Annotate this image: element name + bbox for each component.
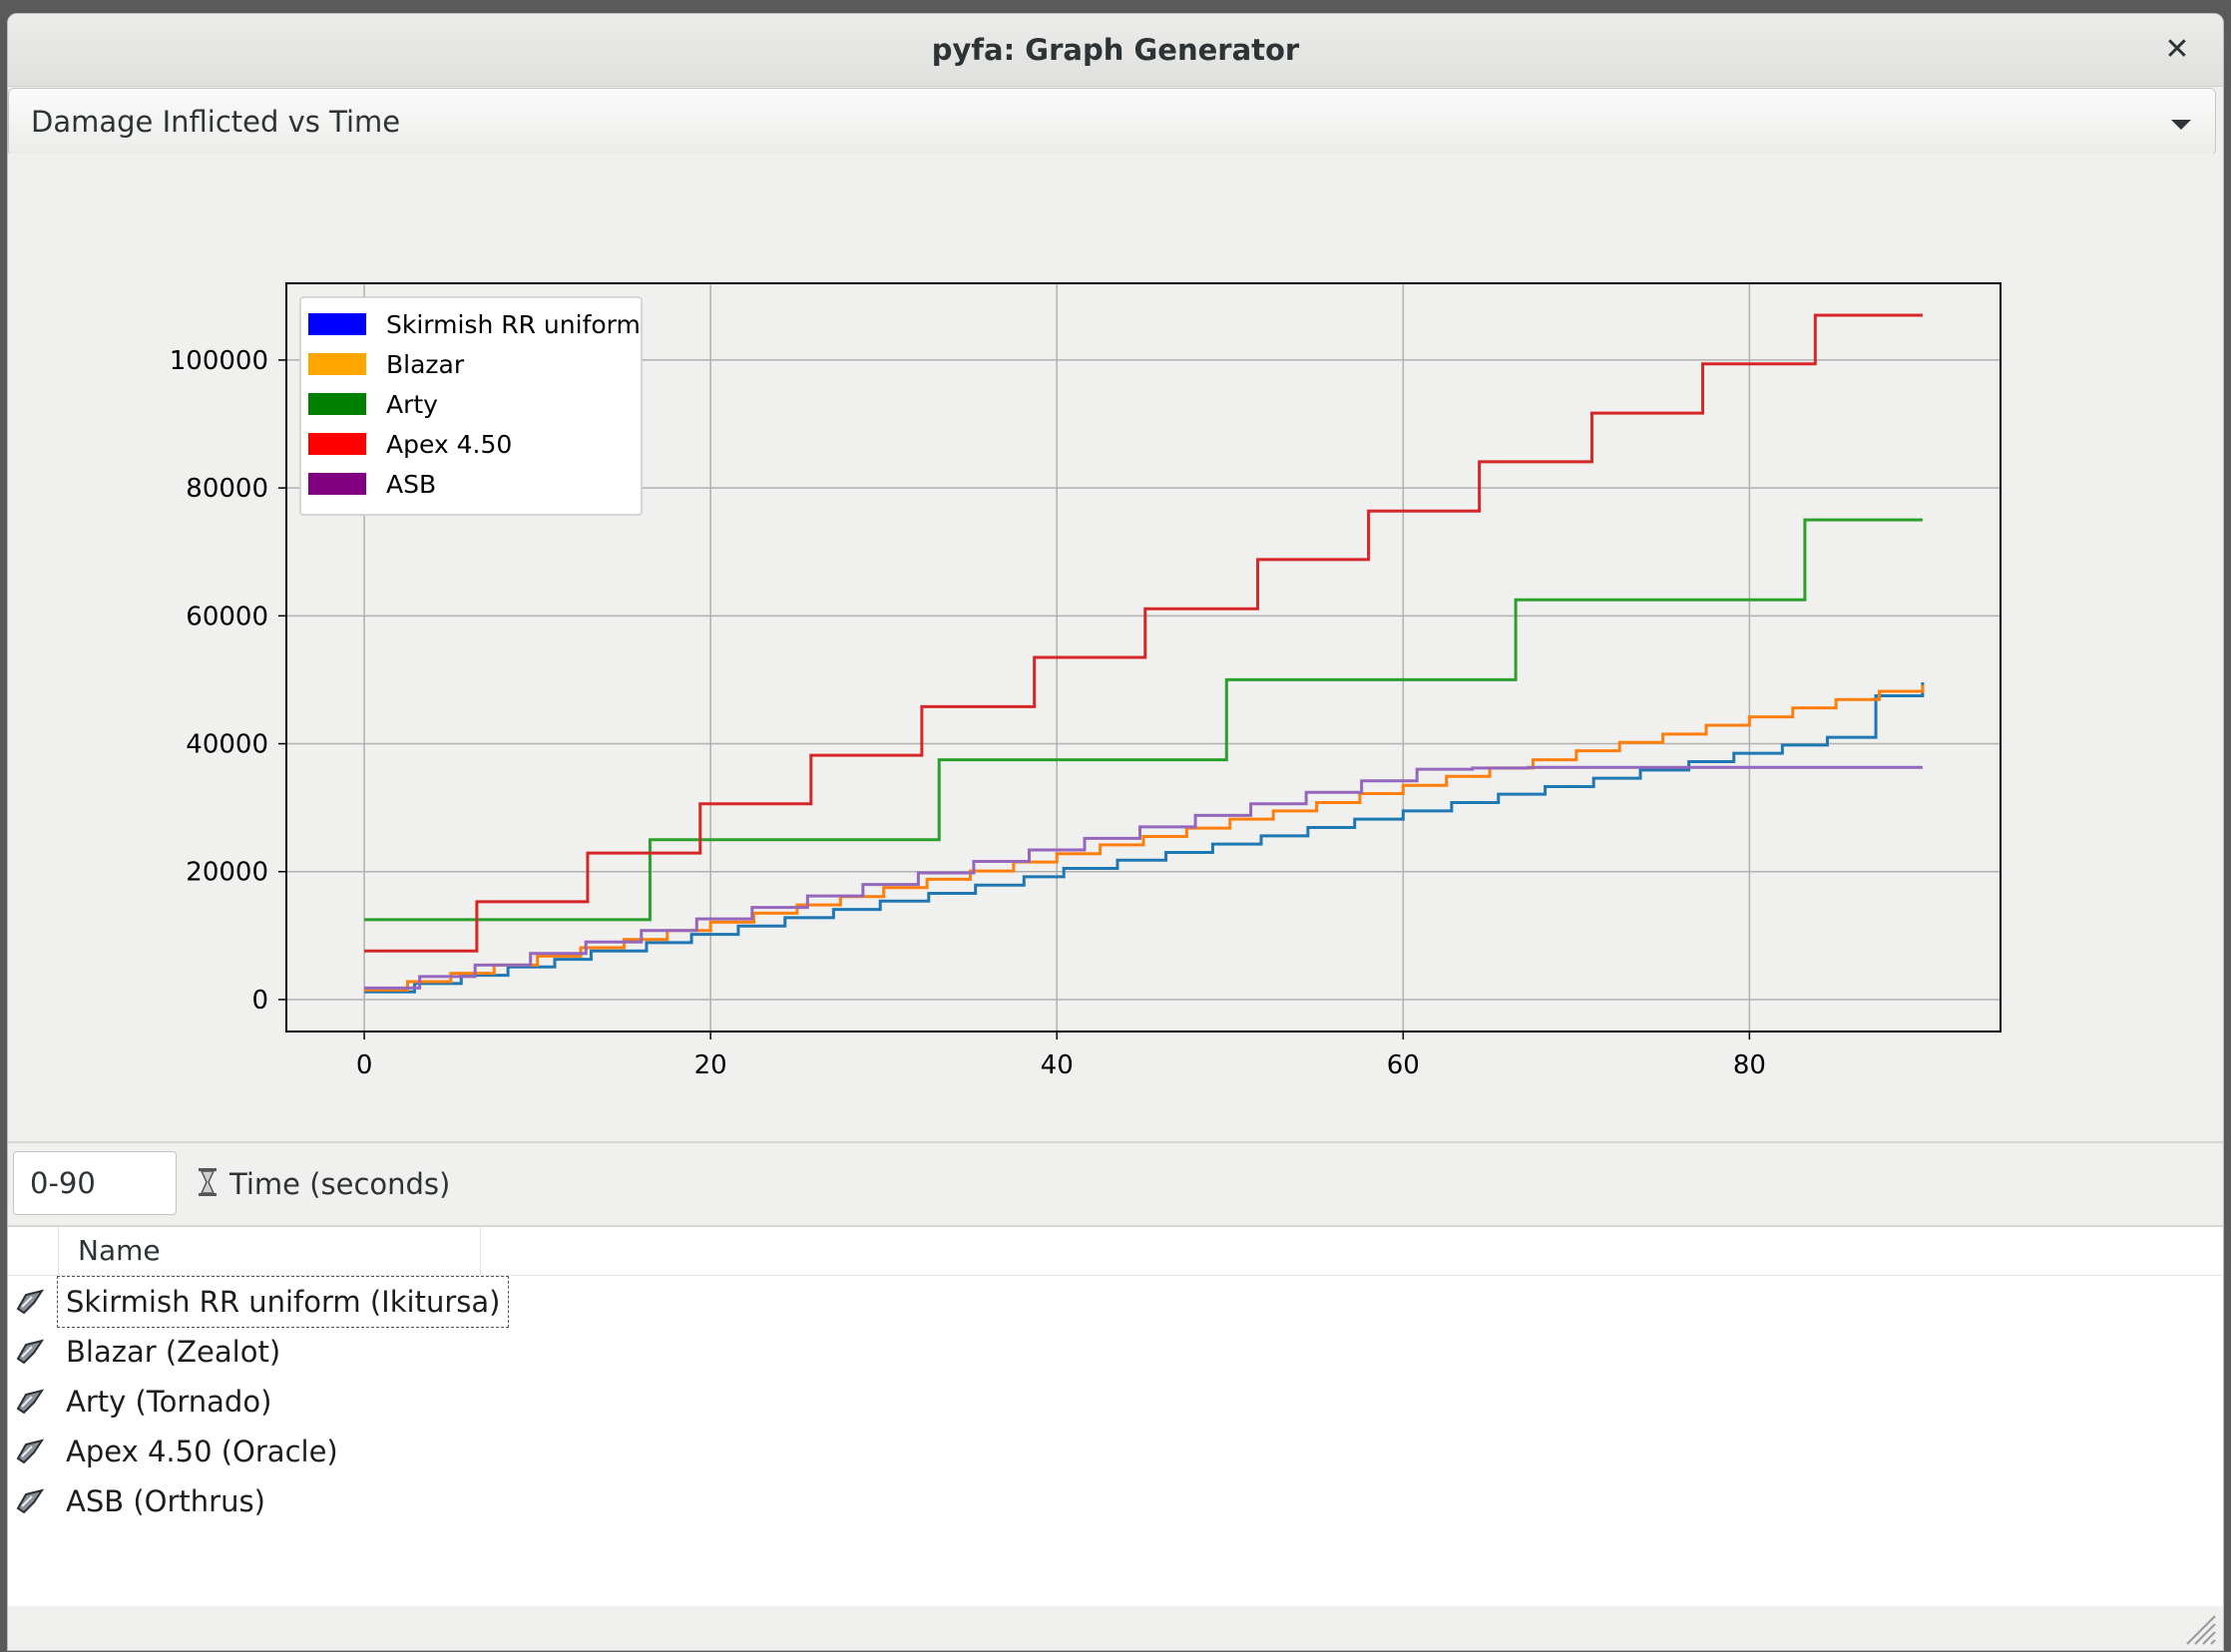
list-item-label: Arty (Tornado) <box>66 1385 272 1419</box>
header-name-column[interactable]: Name <box>58 1227 481 1275</box>
chart-ticks: 0 20 40 60 80 0 20000 40000 60000 80000 100000 <box>170 346 1766 1080</box>
resize-grip-icon[interactable] <box>2181 1610 2217 1646</box>
x-tick-label: 20 <box>694 1050 727 1080</box>
graph-generator-window: pyfa: Graph Generator ✕ Damage Inflicted… <box>7 13 2224 1651</box>
legend-label: Blazar <box>386 350 465 379</box>
chart-series <box>364 313 1925 994</box>
fit-list: Name Skirmish RR uniform (Ikitursa) Blaz… <box>8 1227 2223 1606</box>
legend-swatch <box>308 313 366 335</box>
ship-icon <box>16 1439 44 1464</box>
legend-label: Skirmish RR uniform <box>386 310 641 339</box>
damage-chart: 0 20 40 60 80 0 20000 40000 60000 80000 100000 Ski… <box>170 282 2002 1080</box>
legend-swatch <box>308 473 366 495</box>
x-tick-label: 80 <box>1733 1050 1766 1080</box>
series-line <box>364 684 1925 992</box>
series-line <box>364 682 1925 994</box>
list-item[interactable]: Arty (Tornado) <box>8 1377 2223 1427</box>
ship-icon <box>16 1389 44 1415</box>
list-item[interactable]: Blazar (Zealot) <box>8 1327 2223 1377</box>
separator <box>8 1141 2223 1143</box>
legend-swatch <box>308 433 366 455</box>
hourglass-icon <box>199 1168 217 1196</box>
separator <box>8 1225 2223 1227</box>
y-tick-label: 40000 <box>186 730 268 760</box>
series-line <box>364 313 1923 953</box>
list-header: Name <box>8 1227 2223 1276</box>
legend-swatch <box>308 393 366 415</box>
y-tick-label: 20000 <box>186 858 268 888</box>
time-range-input[interactable] <box>13 1151 177 1215</box>
list-item[interactable]: ASB (Orthrus) <box>8 1476 2223 1526</box>
legend-label: ASB <box>386 470 436 499</box>
x-tick-label: 0 <box>356 1050 373 1080</box>
list-item[interactable]: Skirmish RR uniform (Ikitursa) <box>8 1276 2223 1328</box>
legend-box <box>299 296 643 516</box>
list-item-label: Skirmish RR uniform (Ikitursa) <box>56 1276 510 1328</box>
range-controls: Time (seconds) <box>8 1143 2223 1225</box>
graph-type-selected: Damage Inflicted vs Time <box>31 105 401 139</box>
y-tick-label: 60000 <box>186 602 268 631</box>
header-icon-column[interactable] <box>8 1227 59 1275</box>
time-range-label: Time (seconds) <box>229 1167 451 1201</box>
column-header-name: Name <box>78 1234 161 1267</box>
close-icon[interactable]: ✕ <box>2164 32 2190 67</box>
ship-icon <box>16 1339 44 1365</box>
status-bar <box>8 1606 2223 1650</box>
x-tick-label: 60 <box>1387 1050 1420 1080</box>
legend-label: Arty <box>386 390 438 419</box>
chevron-down-icon <box>2171 120 2191 130</box>
title-bar[interactable]: pyfa: Graph Generator ✕ <box>8 14 2223 87</box>
list-item-label: Apex 4.50 (Oracle) <box>66 1435 338 1468</box>
chart-legend: Skirmish RR uniform Blazar Arty Apex 4.50 AS… <box>299 296 643 516</box>
graph-type-dropdown[interactable]: Damage Inflicted vs Time <box>8 88 2216 156</box>
plot-frame <box>285 282 2002 1032</box>
y-tick-label: 100000 <box>170 346 268 376</box>
legend-label: Apex 4.50 <box>386 430 512 459</box>
y-tick-label: 0 <box>251 986 268 1016</box>
plot-area: 0 20 40 60 80 0 20000 40000 60000 80000 100000 Ski… <box>8 154 2223 1141</box>
legend-swatch <box>308 353 366 375</box>
ship-icon <box>16 1488 44 1514</box>
x-tick-label: 40 <box>1041 1050 1074 1080</box>
list-item-label: ASB (Orthrus) <box>66 1484 265 1518</box>
series-line <box>364 765 1923 990</box>
list-item-label: Blazar (Zealot) <box>66 1335 281 1369</box>
window-title: pyfa: Graph Generator <box>931 33 1300 67</box>
ship-icon <box>16 1289 44 1315</box>
y-tick-label: 80000 <box>186 474 268 504</box>
list-item[interactable]: Apex 4.50 (Oracle) <box>8 1427 2223 1476</box>
